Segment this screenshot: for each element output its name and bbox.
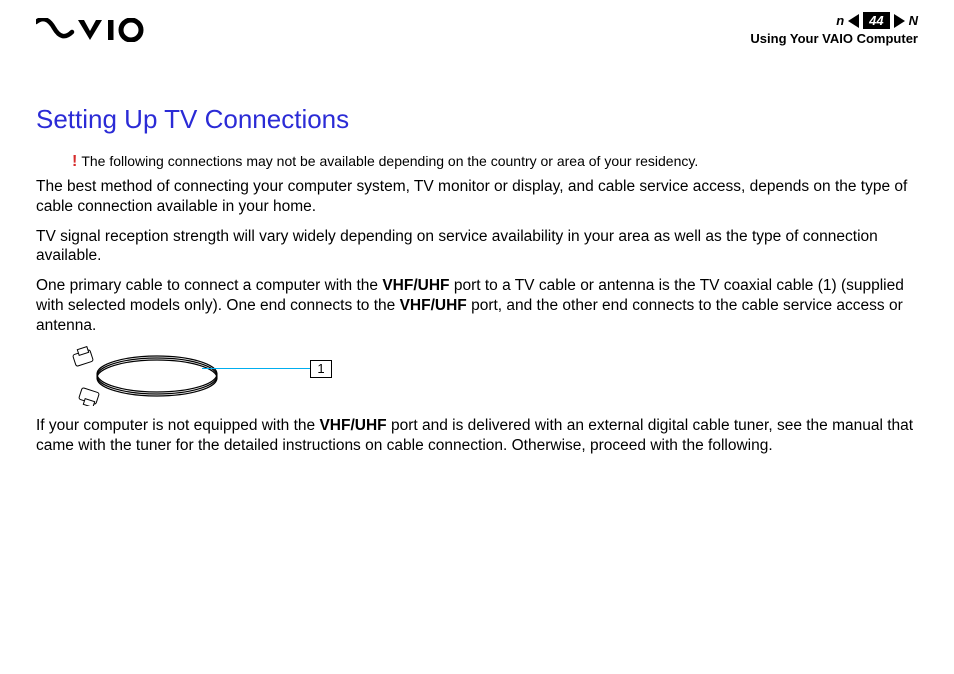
paragraph-1: The best method of connecting your compu… [36, 177, 918, 217]
p3-bold-1: VHF/UHF [382, 277, 449, 294]
callout-number: 1 [310, 360, 332, 378]
content: Setting Up TV Connections ! The followin… [36, 104, 918, 455]
page: n 44 N Using Your VAIO Computer Setting … [0, 0, 954, 674]
coax-cable-icon [72, 346, 252, 406]
paragraph-2: TV signal reception strength will vary w… [36, 227, 918, 267]
vaio-logo [36, 18, 146, 47]
p3-bold-2: VHF/UHF [400, 297, 467, 314]
header: n 44 N Using Your VAIO Computer [36, 12, 918, 56]
paragraph-3: One primary cable to connect a computer … [36, 276, 918, 335]
callout-line [202, 368, 310, 369]
section-label: Using Your VAIO Computer [750, 31, 918, 46]
warning-icon: ! [72, 155, 77, 169]
next-page-icon[interactable] [894, 14, 905, 28]
nav-block: n 44 N Using Your VAIO Computer [750, 12, 918, 46]
page-title: Setting Up TV Connections [36, 104, 918, 135]
warning-row: ! The following connections may not be a… [72, 153, 918, 169]
p4-text-a: If your computer is not equipped with th… [36, 417, 319, 434]
cable-figure: 1 [72, 346, 322, 406]
paragraph-4: If your computer is not equipped with th… [36, 416, 918, 456]
p4-bold: VHF/UHF [319, 417, 386, 434]
page-number: 44 [863, 12, 889, 29]
warning-text: The following connections may not be ava… [81, 153, 698, 169]
prev-page-icon[interactable] [848, 14, 859, 28]
p3-text-a: One primary cable to connect a computer … [36, 277, 382, 294]
nav-n-right: N [909, 13, 918, 28]
nav-n-left: n [836, 13, 844, 28]
